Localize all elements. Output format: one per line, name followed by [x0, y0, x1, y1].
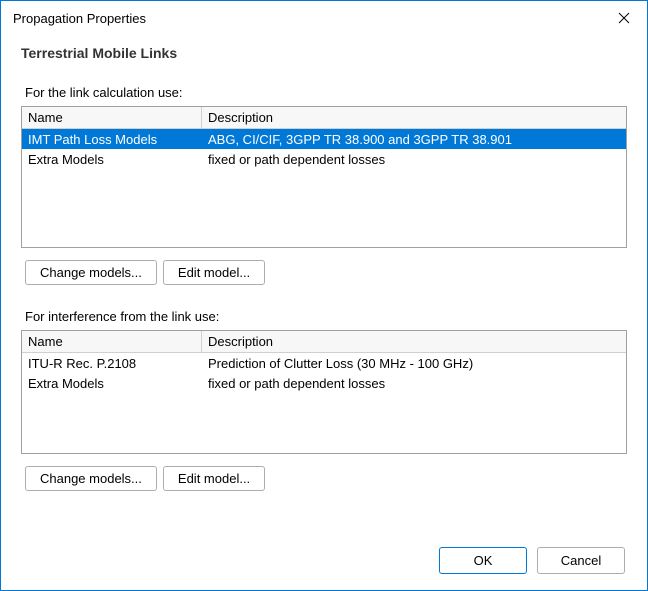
change-models-button[interactable]: Change models... — [25, 260, 157, 285]
table-row[interactable]: Extra Models fixed or path dependent los… — [22, 373, 626, 393]
cell-description: ABG, CI/CIF, 3GPP TR 38.900 and 3GPP TR … — [202, 132, 626, 147]
table-row[interactable]: ITU-R Rec. P.2108 Prediction of Clutter … — [22, 353, 626, 373]
grid-body: ITU-R Rec. P.2108 Prediction of Clutter … — [22, 353, 626, 453]
titlebar: Propagation Properties — [1, 1, 647, 35]
cancel-button[interactable]: Cancel — [537, 547, 625, 574]
link-calc-buttons: Change models... Edit model... — [25, 260, 627, 285]
column-header-description[interactable]: Description — [202, 107, 626, 128]
column-header-name[interactable]: Name — [22, 107, 202, 128]
edit-model-button[interactable]: Edit model... — [163, 260, 265, 285]
cell-name: IMT Path Loss Models — [22, 132, 202, 147]
column-header-name[interactable]: Name — [22, 331, 202, 352]
edit-model-button[interactable]: Edit model... — [163, 466, 265, 491]
close-icon — [618, 12, 630, 24]
close-button[interactable] — [601, 2, 647, 34]
ok-button[interactable]: OK — [439, 547, 527, 574]
cell-name: ITU-R Rec. P.2108 — [22, 356, 202, 371]
grid-body: IMT Path Loss Models ABG, CI/CIF, 3GPP T… — [22, 129, 626, 247]
section-title: Terrestrial Mobile Links — [21, 45, 627, 61]
link-calc-grid[interactable]: Name Description IMT Path Loss Models AB… — [21, 106, 627, 248]
interference-label: For interference from the link use: — [25, 309, 627, 324]
link-calc-label: For the link calculation use: — [25, 85, 627, 100]
cell-name: Extra Models — [22, 376, 202, 391]
grid-header: Name Description — [22, 107, 626, 129]
grid-header: Name Description — [22, 331, 626, 353]
change-models-button[interactable]: Change models... — [25, 466, 157, 491]
dialog-window: Propagation Properties Terrestrial Mobil… — [0, 0, 648, 591]
cell-description: fixed or path dependent losses — [202, 152, 626, 167]
interference-grid[interactable]: Name Description ITU-R Rec. P.2108 Predi… — [21, 330, 627, 454]
interference-buttons: Change models... Edit model... — [25, 466, 627, 491]
cell-description: fixed or path dependent losses — [202, 376, 626, 391]
dialog-content: Terrestrial Mobile Links For the link ca… — [1, 35, 647, 590]
cell-name: Extra Models — [22, 152, 202, 167]
table-row[interactable]: Extra Models fixed or path dependent los… — [22, 149, 626, 169]
table-row[interactable]: IMT Path Loss Models ABG, CI/CIF, 3GPP T… — [22, 129, 626, 149]
column-header-description[interactable]: Description — [202, 331, 626, 352]
cell-description: Prediction of Clutter Loss (30 MHz - 100… — [202, 356, 626, 371]
window-title: Propagation Properties — [13, 11, 146, 26]
footer-buttons: OK Cancel — [21, 539, 627, 576]
